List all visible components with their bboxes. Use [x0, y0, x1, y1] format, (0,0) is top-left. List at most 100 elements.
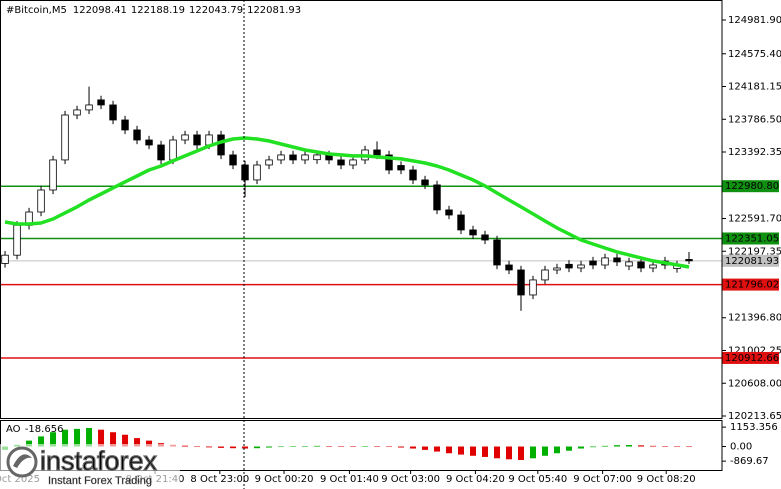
- candle-body: [649, 264, 657, 269]
- candle-body: [517, 269, 525, 296]
- candle-body: [169, 139, 177, 161]
- ao-bar: [362, 446, 369, 447]
- ao-bar: [254, 446, 261, 449]
- ao-bar: [578, 446, 585, 449]
- ao-bar: [230, 446, 237, 449]
- y-tick-label: 124181.15: [728, 82, 781, 93]
- ao-bar: [470, 446, 477, 456]
- y-tick-label: 121002.25: [728, 346, 781, 357]
- ao-bar: [26, 440, 33, 447]
- candle-body: [301, 154, 309, 161]
- candle-body: [505, 264, 513, 271]
- ao-bar: [482, 446, 489, 457]
- candle-body: [577, 264, 585, 269]
- ao-bar: [266, 446, 273, 448]
- current-price-label: 122081.93: [725, 256, 779, 267]
- candle-body: [133, 129, 141, 141]
- level-label-box: [722, 232, 779, 245]
- ao-y-tick-label: 1153.356: [730, 422, 778, 433]
- candle-body: [97, 99, 105, 106]
- x-tick-label: 9 Oct 01:40: [320, 474, 379, 485]
- ao-bar: [74, 428, 81, 447]
- moving-average: [4, 136, 690, 269]
- ao-bar: [98, 429, 105, 447]
- ao-bar: [206, 446, 213, 448]
- plot-area: 124981.90 124575.40 124181.15 123786.50 1233…: [0, 15, 781, 485]
- candle-body: [625, 261, 633, 267]
- x-tick-label: 9 Oct 07:00: [573, 474, 632, 485]
- ao-bar: [422, 446, 429, 450]
- ao-bar: [38, 436, 45, 447]
- candle-body: [157, 144, 165, 161]
- ao-bar: [410, 446, 417, 449]
- candle-body: [1, 254, 9, 264]
- ao-bar: [194, 446, 201, 448]
- candle-body: [565, 263, 573, 269]
- header: #Bitcoin,M5 122098.41 122188.19 122043.79 12…: [6, 5, 301, 16]
- ao-bar: [674, 446, 681, 448]
- ao-y-tick-label: -869.67: [730, 456, 769, 467]
- ao-bar: [218, 446, 225, 448]
- candle-body: [529, 279, 537, 296]
- ao-bar: [590, 446, 597, 448]
- high-value: 122188.19: [131, 5, 185, 16]
- watermark-tagline: Instant Forex Trading: [48, 475, 152, 487]
- x-tick-label: 8 Oct 23:00: [190, 474, 249, 485]
- candle-body: [313, 154, 321, 161]
- candle-body: [181, 134, 189, 141]
- candle-body: [73, 109, 81, 116]
- ao-bar: [86, 428, 93, 447]
- ao-bar: [350, 446, 357, 447]
- ao-bar: [566, 446, 573, 451]
- candle-body: [109, 104, 117, 121]
- ao-bar: [386, 446, 393, 448]
- ao-header: AO -18.656: [6, 424, 63, 435]
- ao-bar: [338, 446, 345, 447]
- ao-bar: [62, 429, 69, 447]
- main-frame: [0, 0, 723, 419]
- ao-bar: [494, 446, 501, 459]
- y-tick-label: 120213.65: [728, 411, 781, 422]
- y-tick-label: 121396.80: [728, 313, 781, 324]
- watermark-swoosh: [13, 454, 32, 468]
- ao-bar: [662, 446, 669, 447]
- ao-bar: [638, 445, 645, 447]
- candle-body: [493, 239, 501, 266]
- open-value: 122098.41: [73, 5, 127, 16]
- candle-body: [145, 139, 153, 146]
- candle-body: [349, 159, 357, 166]
- candle-body: [373, 149, 381, 156]
- low-value: 122043.79: [189, 5, 243, 16]
- candle-body: [85, 104, 93, 111]
- candle-body: [61, 114, 69, 161]
- y-tick-label: 124575.40: [728, 49, 781, 60]
- ao-bar: [446, 446, 453, 454]
- ao-label: AO: [6, 424, 21, 435]
- ao-bar: [242, 446, 249, 449]
- candle-body: [421, 179, 429, 186]
- ao-bar: [686, 446, 693, 448]
- level-label: 122980.80: [725, 181, 779, 192]
- ao-bar: [626, 445, 633, 447]
- ao-bar: [182, 445, 189, 447]
- candle-body: [217, 134, 225, 156]
- ao-bar: [518, 446, 525, 460]
- x-tick-label: 9 Oct 00:20: [255, 474, 314, 485]
- x-tick-label: 9 Oct 04:20: [446, 474, 505, 485]
- y-tick-label: 120608.00: [728, 378, 781, 389]
- candle-body: [409, 169, 417, 181]
- ao-bar: [290, 446, 297, 447]
- ao-bar: [110, 432, 117, 447]
- candle-body: [37, 189, 45, 213]
- ao-y-tick-label: 0.00: [730, 442, 752, 453]
- ao-bar: [134, 438, 141, 447]
- candle-body: [397, 165, 405, 171]
- candle-body: [433, 184, 441, 211]
- ao-bar: [314, 445, 321, 447]
- y-tick-label: 123786.50: [728, 114, 781, 125]
- current-price-box: [722, 254, 779, 267]
- candle-body: [241, 164, 249, 181]
- watermark: instaforex Instant Forex Trading: [0, 444, 180, 489]
- candle-body: [481, 234, 489, 241]
